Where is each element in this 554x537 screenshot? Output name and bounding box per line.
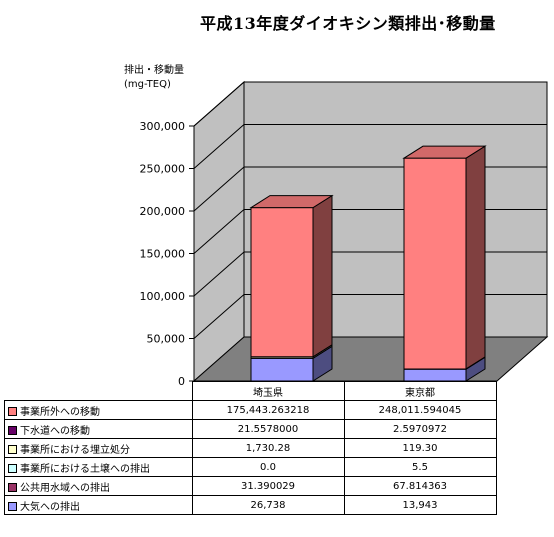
bar-segment-1-5-front	[403, 368, 467, 382]
y-axis-label: 排出・移動量 (mg-TEQ)	[124, 64, 184, 92]
data-label: 13,943	[343, 495, 497, 515]
table-row: 事業所における土壌への排出 0.0 5.5	[4, 457, 497, 477]
legend-entry: 事業所における土壌への排出	[4, 457, 193, 477]
data-label: 31.390029	[191, 476, 345, 496]
bar-top-1	[402, 145, 487, 159]
data-label: 1,730.28	[191, 438, 345, 458]
legend-label: 大気への排出	[20, 501, 80, 513]
gridline	[193, 124, 547, 169]
legend-entry: 大気への排出	[4, 495, 193, 515]
data-label: 2.5970972	[343, 419, 497, 439]
bar-segment-0-5-front	[250, 357, 314, 382]
table-row: 事業所外への移動 175,443.263218 248,011.594045	[4, 400, 497, 420]
table-row: 大気への排出 26,738 13,943	[4, 495, 497, 515]
y-tick-label: 150,000	[140, 248, 186, 261]
table-row: 事業所における埋立処分 1,730.28 119.30	[4, 438, 497, 458]
table-body: 事業所外への移動 175,443.263218 248,011.594045 下水道へ…	[4, 400, 497, 515]
legend-entry: 公共用水域への排出	[4, 476, 193, 496]
table-header-tokyo: 東京都	[343, 381, 497, 401]
legend-label: 事業所における土壌への排出	[20, 463, 150, 475]
y-tick-label: 300,000	[140, 120, 186, 133]
y-tick-label: 200,000	[140, 205, 186, 218]
legend-label: 下水道への移動	[20, 425, 90, 437]
data-label: 21.5578000	[191, 419, 345, 439]
legend-key-swatch	[8, 483, 17, 492]
floor	[192, 336, 549, 382]
data-label: 5.5	[343, 457, 497, 477]
bar-segment-0-0-side	[312, 194, 333, 358]
bar-top-0	[249, 195, 334, 209]
legend-label: 事業所外への移動	[20, 406, 100, 418]
bar-segment-1-0-side	[465, 145, 486, 370]
legend-key-swatch	[8, 426, 17, 435]
legend-label: 事業所における埋立処分	[20, 444, 130, 456]
table-row: 公共用水域への排出 31.390029 67.814363	[4, 476, 497, 496]
table-row: 下水道への移動 21.5578000 2.5970972	[4, 419, 497, 439]
legend-entry: 下水道への移動	[4, 419, 193, 439]
legend-entry: 事業所外への移動	[4, 400, 193, 420]
legend-key-swatch	[8, 464, 17, 473]
bar-segment-1-0-front	[403, 157, 467, 370]
y-tick-label: 100,000	[140, 290, 186, 303]
table-corner	[4, 381, 193, 401]
data-label: 67.814363	[343, 476, 497, 496]
data-table: 埼玉県 東京都 事業所外への移動 175,443.263218 248,011.59…	[4, 381, 497, 515]
data-label: 175,443.263218	[191, 400, 345, 420]
chart-title: 平成13年度ダイオキシン類排出･移動量	[200, 14, 496, 33]
legend-key-swatch	[8, 445, 17, 454]
y-axis-label-line-2: (mg-TEQ)	[124, 79, 171, 90]
data-label: 0.0	[191, 457, 345, 477]
data-label: 119.30	[343, 438, 497, 458]
legend-label: 公共用水域への排出	[20, 482, 110, 494]
data-label: 26,738	[191, 495, 345, 515]
y-tick-label: 250,000	[140, 163, 186, 176]
table-header-saitama: 埼玉県	[191, 381, 345, 401]
data-label: 248,011.594045	[343, 400, 497, 420]
bar-segment-0-0-front	[250, 207, 314, 358]
legend-key-swatch	[8, 502, 17, 511]
legend-entry: 事業所における埋立処分	[4, 438, 193, 458]
y-tick-label: 50,000	[147, 333, 186, 346]
gridline	[193, 81, 547, 127]
y-axis-label-line-1: 排出・移動量	[124, 65, 184, 76]
legend-key-swatch	[8, 407, 17, 416]
